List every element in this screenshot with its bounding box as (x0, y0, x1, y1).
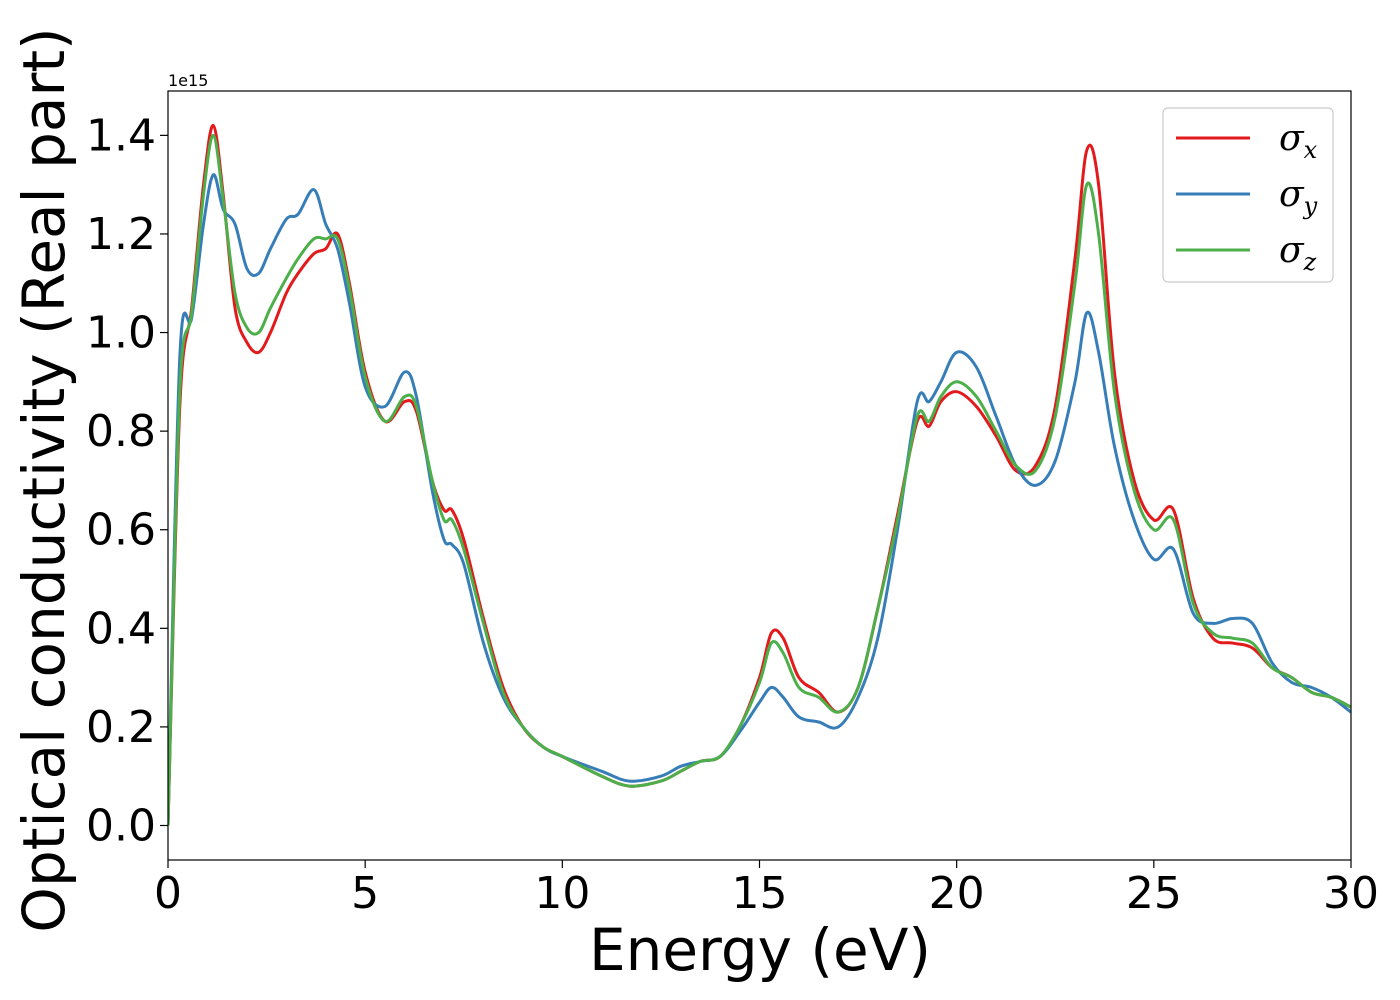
legend-label-y: σy (1279, 174, 1318, 220)
x-tick-label: 25 (1126, 868, 1182, 919)
y-axis-label: Optical conductivity (Real part) (10, 27, 78, 932)
x-tick-label: 5 (351, 868, 379, 919)
legend-label-x: σx (1279, 118, 1318, 164)
axes-layer: 0 5 10 15 20 25 30 0.0 0.2 0.4 0.6 0.8 1.0 1.2 1.4 (86, 90, 1379, 919)
x-tick-label: 30 (1323, 868, 1379, 919)
y-tick-label: 0.2 (86, 702, 156, 753)
x-tick-label: 10 (534, 868, 590, 919)
y-tick-label: 0.4 (86, 603, 156, 654)
x-tick-label: 0 (154, 868, 182, 919)
x-axis-label: Energy (eV) (589, 916, 931, 984)
y-tick-label: 0.0 (86, 800, 156, 851)
x-tick-label: 20 (929, 868, 985, 919)
y-tick-label: 0.8 (86, 406, 156, 457)
y-tick-label: 1.0 (86, 308, 156, 359)
x-tick-label: 15 (732, 868, 788, 919)
y-offset-label: 1e15 (168, 71, 208, 90)
y-tick-label: 1.2 (86, 209, 156, 260)
y-tick-label: 1.4 (86, 110, 156, 161)
y-tick-label: 0.6 (86, 505, 156, 556)
series-layer (168, 123, 1351, 826)
series-line-z (168, 133, 1351, 826)
